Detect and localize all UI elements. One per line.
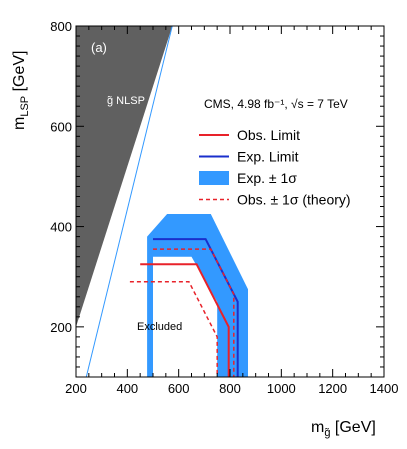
- series-line-1: [153, 238, 239, 377]
- y-axis-title-sub: LSP: [19, 96, 31, 117]
- x-axis-title-sub: g̃: [324, 427, 330, 439]
- panel-label: (a): [91, 40, 107, 55]
- experiment-label: CMS, 4.98 fb⁻¹, √s = 7 TeV: [204, 97, 348, 111]
- nlsp-region: [76, 26, 173, 327]
- region-label-nlsp: g̃ NLSP: [107, 95, 145, 107]
- y-tick-label: 200: [50, 320, 72, 335]
- x-axis-title-main: m: [311, 419, 324, 436]
- y-axis-title: mLSP [GeV]: [11, 51, 31, 130]
- legend-label: Obs. Limit: [237, 127, 300, 143]
- plot-area: [76, 25, 384, 378]
- x-tick-label: 600: [168, 381, 190, 396]
- y-tick-label: 800: [50, 19, 72, 34]
- series-line-2: [140, 263, 230, 377]
- x-tick-label: 800: [219, 381, 241, 396]
- axes: 200 400 600 800 1000 1200 1400 200 400 600 800: [50, 19, 398, 396]
- x-axis-title: mg̃ [GeV]: [311, 419, 376, 439]
- x-tick-label: 1000: [267, 381, 296, 396]
- y-tick-label: 400: [50, 220, 72, 235]
- y-axis-title-unit: [GeV]: [11, 51, 28, 96]
- legend-swatch-band: [199, 171, 229, 185]
- x-axis-title-unit: [GeV]: [330, 419, 375, 436]
- legend-label: Exp. ± 1σ: [237, 170, 297, 186]
- legend: Obs. Limit Exp. Limit Exp. ± 1σ Obs. ± 1σ (…: [199, 127, 351, 208]
- x-tick-label: 400: [116, 381, 138, 396]
- legend-label: Exp. Limit: [237, 149, 299, 165]
- legend-label: Obs. ± 1σ (theory): [237, 192, 351, 208]
- x-tick-label: 1400: [370, 381, 399, 396]
- x-tick-label: 1200: [318, 381, 347, 396]
- x-tick-label: 200: [65, 381, 87, 396]
- y-axis-title-main: m: [11, 117, 28, 130]
- series-line-3: [153, 248, 235, 377]
- series-line-4: [129, 280, 218, 377]
- exp-band-series: [147, 214, 248, 377]
- y-tick-label: 600: [50, 119, 72, 134]
- kinematic-boundary-line: [85, 25, 173, 378]
- region-label-excluded: Excluded: [137, 321, 182, 333]
